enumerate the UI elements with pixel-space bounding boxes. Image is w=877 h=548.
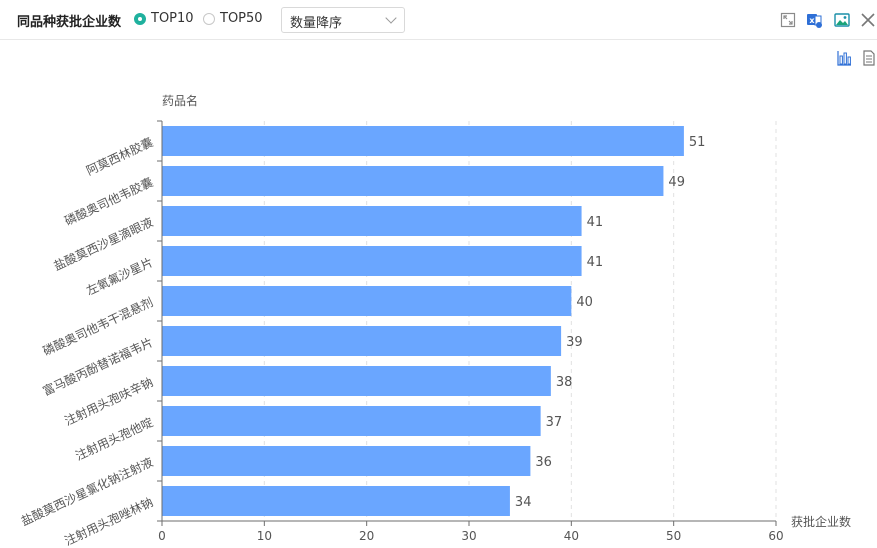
toolbar: 同品种获批企业数 TOP10 TOP50 数量降序 x: [0, 0, 877, 40]
radio-top10[interactable]: TOP10: [134, 11, 194, 26]
data-label: 36: [535, 455, 552, 470]
radio-top50[interactable]: TOP50: [203, 11, 263, 26]
bar-0: [162, 126, 684, 156]
y-tick-label: 注射用头孢他啶: [73, 414, 155, 463]
data-label: 41: [587, 255, 604, 270]
x-tick-label: 30: [461, 529, 476, 543]
sort-select[interactable]: 数量降序: [281, 7, 405, 33]
data-label: 51: [689, 135, 706, 150]
y-tick-label: 富马酸丙酚替诺福韦片: [40, 334, 155, 398]
bar-5: [162, 326, 562, 356]
bar-chart-icon[interactable]: [836, 50, 852, 66]
x-axis-title: 获批企业数: [791, 514, 851, 529]
fullscreen-icon[interactable]: [780, 12, 796, 28]
x-tick-label: 40: [564, 529, 579, 543]
x-tick-label: 20: [359, 529, 374, 543]
data-label: 37: [546, 415, 563, 430]
y-tick-label: 注射用头孢呋辛钠: [62, 374, 155, 428]
sort-select-value: 数量降序: [290, 16, 343, 31]
bar-3: [162, 246, 582, 276]
svg-text:x: x: [809, 16, 815, 25]
excel-export-icon[interactable]: x: [806, 12, 822, 28]
bar-7: [162, 406, 541, 436]
data-view-icon[interactable]: [861, 50, 877, 66]
bar-9: [162, 486, 510, 516]
y-axis-title: 药品名: [162, 93, 198, 108]
bar-4: [162, 286, 572, 316]
y-tick-label: 磷酸奥司他韦胶囊: [62, 174, 155, 228]
x-tick-label: 0: [158, 529, 166, 543]
radio-top10-label: TOP10: [151, 11, 194, 26]
panel-title: 同品种获批企业数: [17, 15, 122, 30]
bar-8: [162, 446, 531, 476]
x-tick-label: 50: [666, 529, 681, 543]
radio-checked-icon: [134, 12, 146, 25]
x-tick-label: 60: [768, 529, 783, 543]
data-label: 41: [587, 215, 604, 230]
y-tick-label: 磷酸奥司他韦干混悬剂: [40, 294, 155, 358]
close-icon[interactable]: [860, 12, 876, 28]
radio-top50-label: TOP50: [220, 11, 263, 26]
bar-2: [162, 206, 582, 236]
y-tick-label: 盐酸莫西沙星滴眼液: [51, 214, 155, 273]
data-label: 39: [566, 335, 583, 350]
x-tick-label: 10: [257, 529, 272, 543]
data-label: 34: [515, 495, 532, 510]
bar-6: [162, 366, 551, 396]
data-label: 40: [576, 295, 593, 310]
image-export-icon[interactable]: [834, 12, 850, 28]
y-tick-label: 盐酸莫西沙星氯化钠注射液: [18, 454, 155, 528]
radio-unchecked-icon: [203, 12, 215, 25]
bar-1: [162, 166, 664, 196]
y-tick-label: 阿莫西林胶囊: [84, 134, 156, 178]
y-tick-label: 注射用头孢唑林钠: [62, 494, 155, 548]
chevron-down-icon: [385, 12, 397, 24]
data-label: 49: [668, 175, 685, 190]
y-tick-label: 左氧氟沙星片: [84, 254, 156, 298]
data-label: 38: [556, 375, 573, 390]
